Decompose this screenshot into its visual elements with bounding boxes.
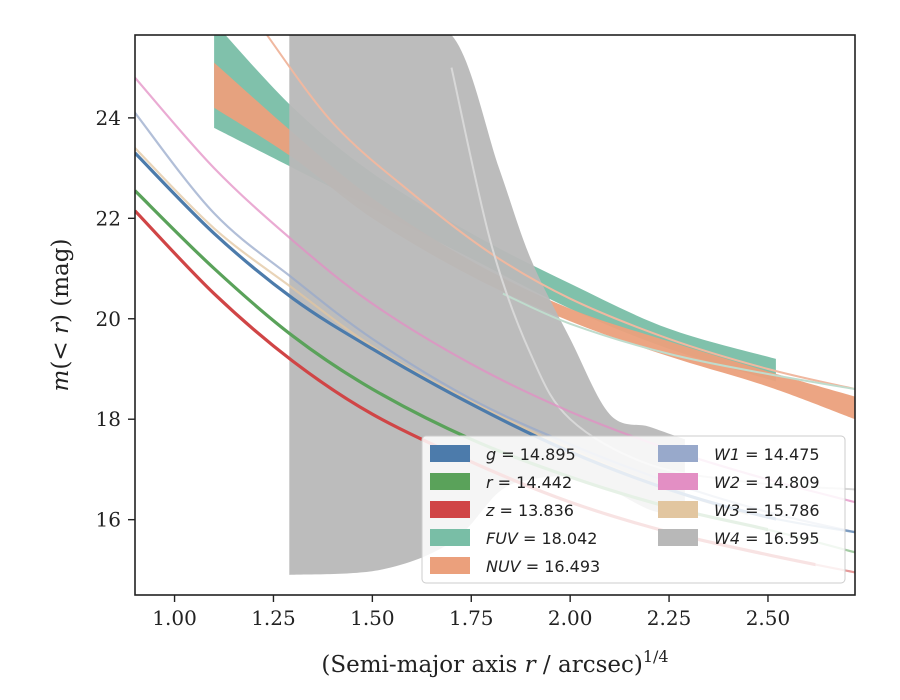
legend-band-g: g [486,445,496,464]
legend-label-g: g = 14.895 [486,445,576,464]
y-axis-title-m: m [48,370,74,392]
legend-mag-w4: = 16.595 [740,529,820,548]
y-axis-title-open: ( [48,361,74,370]
legend-band-r: r [486,473,494,492]
legend-band-w1: W1 [714,445,740,464]
legend-label-w1: W1 = 14.475 [714,445,820,464]
legend-band-w2: W2 [714,473,740,492]
faint-curve-1 [502,292,855,391]
series-band-fuv [214,35,776,382]
legend-swatch-z [430,501,470,518]
x-axis-title-exp: 1/4 [643,647,669,666]
x-tick-label: 1.75 [449,606,494,630]
x-tick-label: 2.50 [746,606,791,630]
series-band-nuv [214,62,855,420]
x-axis-title-var: r [525,652,538,678]
y-tick-label: 24 [96,106,121,130]
legend-mag-w1: = 14.475 [740,445,820,464]
x-tick-label: 2.00 [548,606,593,630]
legend-box [421,435,846,584]
legend-mag-w2: = 14.809 [740,473,820,492]
legend-label-w3: W3 = 15.786 [714,501,820,520]
legend-mag-w3: = 15.786 [740,501,820,520]
y-axis-title-lt: < [48,334,74,361]
legend-label-fuv: FUV = 18.042 [486,529,597,548]
legend-swatch-w2 [658,473,698,490]
legend-swatch-w4 [658,529,698,546]
legend-swatch-w3 [658,501,698,518]
legend-swatch-nuv [430,557,470,574]
legend-mag-r: = 14.442 [493,473,573,492]
legend-band-fuv: FUV [486,529,519,548]
legend-label-w2: W2 = 14.809 [714,473,820,492]
x-tick-label: 2.25 [647,606,692,630]
x-axis: 1.00 1.25 1.50 1.75 2.00 2.25 2.50 [152,595,790,630]
x-tick-label: 1.25 [251,606,296,630]
y-axis: 16 18 20 22 24 [96,106,135,532]
legend-swatch-w1 [658,445,698,462]
legend-mag-nuv: = 16.493 [521,557,601,576]
y-tick-label: 20 [96,307,121,331]
legend-swatch-fuv [430,529,470,546]
x-axis-title-post: / arcsec) [536,652,643,678]
legend-swatch-g [430,445,470,462]
y-axis-title-r: r [48,321,74,334]
x-axis-title: (Semi-major axis r / arcsec)1/4 [321,647,668,678]
legend-label-nuv: NUV = 16.493 [486,557,600,576]
legend-mag-fuv: = 18.042 [518,529,598,548]
legend-label-z: z = 13.836 [485,501,574,520]
y-tick-label: 22 [96,206,121,230]
x-tick-label: 1.50 [350,606,395,630]
y-tick-label: 18 [96,407,121,431]
y-tick-label: 16 [96,508,121,532]
legend-band-w3: W3 [714,501,740,520]
plot-frame [134,34,856,596]
y-axis-title-tail: ) (mag) [48,239,74,323]
legend-mag-z: = 13.836 [494,501,574,520]
legend-band-z: z [485,501,495,520]
x-tick-label: 1.00 [152,606,197,630]
x-axis-title-pre: (Semi-major axis [321,652,524,678]
legend-swatch-r [430,473,470,490]
y-axis-title: m(< r) (mag) [48,239,74,392]
legend-label-w4: W4 = 16.595 [714,529,820,548]
legend-band-w4: W4 [714,529,740,548]
faint-curve-0 [265,35,855,391]
legend-label-r: r = 14.442 [486,473,572,492]
legend-mag-g: = 14.895 [496,445,576,464]
legend-band-nuv: NUV [486,557,522,576]
